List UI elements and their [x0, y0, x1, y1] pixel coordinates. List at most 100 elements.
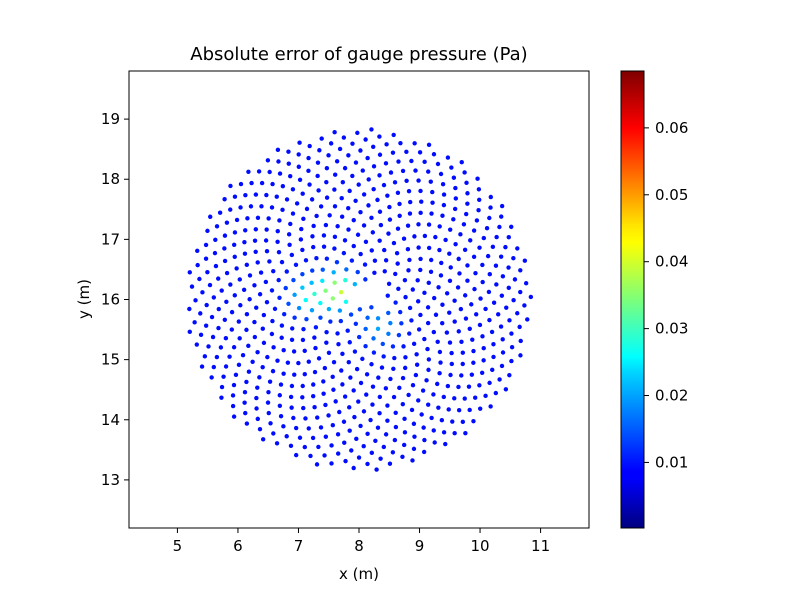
- scatter-point: [259, 180, 265, 186]
- scatter-point: [290, 187, 296, 192]
- scatter-point: [332, 187, 337, 192]
- scatter-point: [211, 295, 217, 300]
- x-axis-ticks: 5 6 7 8 9 10 11: [173, 528, 550, 555]
- scatter-point: [304, 316, 309, 322]
- scatter-point: [481, 358, 486, 363]
- scatter-point: [310, 234, 315, 239]
- scatter-point: [331, 270, 336, 275]
- scatter-point: [288, 394, 294, 400]
- scatter-point: [452, 319, 457, 324]
- scatter-point: [286, 301, 291, 306]
- scatter-point: [255, 215, 261, 221]
- scatter-point: [337, 146, 343, 152]
- scatter-point: [333, 399, 338, 404]
- y-tick-label: 18: [101, 170, 120, 188]
- colorbar: [620, 70, 645, 529]
- scatter-point: [477, 406, 483, 411]
- scatter-point: [396, 159, 401, 164]
- scatter-point: [344, 267, 349, 272]
- scatter-point: [210, 334, 216, 340]
- scatter-point: [358, 209, 363, 215]
- scatter-point: [390, 344, 396, 349]
- scatter-point: [242, 239, 247, 245]
- scatter-point: [361, 223, 367, 228]
- scatter-point: [483, 393, 488, 399]
- scatter-point: [491, 300, 497, 305]
- scatter-point: [452, 298, 457, 303]
- scatter-point: [198, 332, 204, 338]
- scatter-point: [465, 201, 470, 206]
- scatter-point: [216, 325, 221, 331]
- scatter-point: [503, 387, 509, 392]
- scatter-point: [321, 391, 326, 396]
- scatter-point: [369, 215, 374, 221]
- scatter-point: [451, 175, 457, 180]
- scatter-point: [355, 232, 361, 237]
- scatter-point: [356, 334, 362, 340]
- scatter-point: [279, 335, 284, 340]
- scatter-point: [509, 331, 514, 336]
- scatter-point: [429, 211, 434, 216]
- scatter-point: [244, 327, 249, 333]
- scatter-point: [321, 244, 327, 249]
- x-tick-label: 8: [354, 537, 364, 555]
- scatter-point: [350, 173, 355, 179]
- scatter-point: [355, 130, 360, 136]
- scatter-point: [334, 159, 340, 164]
- scatter-point: [254, 406, 259, 411]
- scatter-point: [228, 282, 233, 287]
- scatter-point: [431, 392, 436, 397]
- scatter-point: [247, 273, 253, 278]
- scatter-point: [375, 425, 381, 430]
- scatter-point: [506, 285, 511, 291]
- scatter-point: [299, 226, 304, 232]
- scatter-point: [348, 312, 354, 317]
- scatter-point: [426, 142, 432, 148]
- scatter-point: [211, 364, 217, 370]
- scatter-point: [290, 211, 296, 216]
- scatter-point: [408, 199, 413, 205]
- scatter-point: [195, 248, 200, 254]
- scatter-point: [370, 402, 375, 407]
- scatter-point: [383, 258, 389, 263]
- scatter-point: [515, 311, 520, 316]
- scatter-point: [281, 371, 286, 376]
- scatter-point: [339, 195, 344, 201]
- scatter-point: [301, 405, 306, 411]
- scatter-point: [332, 172, 338, 177]
- scatter-point: [292, 292, 297, 298]
- scatter-point: [330, 296, 336, 301]
- scatter-point: [422, 336, 427, 342]
- scatter-point: [500, 274, 506, 279]
- scatter-point: [426, 245, 432, 251]
- scatter-point: [449, 361, 455, 367]
- scatter-point: [377, 134, 382, 139]
- scatter-point: [261, 340, 267, 346]
- scatter-point: [498, 254, 504, 259]
- scatter-point: [308, 453, 313, 459]
- scatter-point: [471, 360, 476, 365]
- x-tick-label: 6: [233, 537, 243, 555]
- scatter-point: [437, 224, 442, 229]
- scatter-points: [187, 127, 534, 472]
- scatter-point: [306, 359, 311, 364]
- scatter-point: [342, 440, 347, 445]
- scatter-point: [243, 410, 248, 416]
- scatter-point: [209, 314, 215, 320]
- scatter-point: [411, 446, 417, 452]
- scatter-point: [377, 173, 382, 178]
- scatter-point: [399, 321, 404, 326]
- scatter-point: [422, 159, 427, 165]
- scatter-point: [375, 316, 381, 321]
- scatter-point: [518, 289, 523, 295]
- scatter-point: [416, 222, 421, 227]
- scatter-point: [525, 317, 530, 322]
- scatter-point: [281, 348, 286, 353]
- scatter-point: [441, 202, 447, 208]
- scatter-point: [203, 242, 209, 248]
- scatter-point: [431, 329, 437, 335]
- scatter-point: [254, 305, 259, 310]
- scatter-point: [309, 308, 315, 313]
- scatter-point: [231, 345, 237, 350]
- scatter-point: [290, 326, 295, 331]
